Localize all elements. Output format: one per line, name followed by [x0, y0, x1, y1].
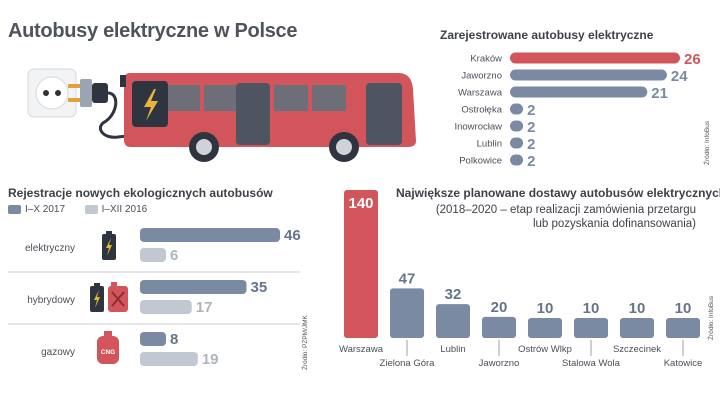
chart3-value-label: 10 [537, 300, 554, 317]
chart3-value-label: 10 [583, 300, 600, 317]
chart1-value-label: 2 [527, 102, 535, 119]
chart3-category-label: Lublin [440, 344, 465, 355]
chart2-bar [140, 228, 280, 242]
bus-icon [120, 73, 416, 162]
chart3-value-label: 10 [675, 300, 692, 317]
chart3-value-label: 32 [445, 286, 462, 303]
battery-cap [94, 283, 100, 286]
chart2-bar [140, 352, 198, 366]
chart3-category-label: Katowice [664, 358, 703, 369]
chart2-value-label: 17 [196, 299, 213, 316]
chart2-category-label: hybrydowy [27, 295, 75, 306]
chart1-source: Źródło: InfoBus [704, 120, 711, 165]
chart1-value-label: 2 [527, 153, 535, 170]
chart2-value-label: 8 [170, 331, 178, 348]
chart3-bar [482, 316, 516, 338]
fuel-canister-spout [111, 282, 117, 287]
chart3-category-label: Zielona Góra [380, 358, 436, 369]
chart3-value-label: 47 [399, 270, 416, 287]
chart2-bar [140, 280, 247, 294]
gas-cylinder-valve [104, 331, 112, 337]
chart3-category-label: Szczecinek [613, 344, 661, 355]
chart1-bar [510, 86, 648, 98]
chart1-bar [510, 103, 524, 115]
chart1-title: Zarejestrowane autobusy elektryczne [440, 28, 654, 42]
chart1-category-label: Polkowice [459, 156, 502, 167]
chart3-value-label: 10 [629, 300, 646, 317]
chart1-bar [510, 137, 524, 149]
chart2-bar [140, 332, 166, 346]
page-title: Autobusy elektryczne w Polsce [8, 20, 298, 42]
chart1-category-label: Jaworzno [461, 71, 502, 82]
chart1-category-label: Warszawa [458, 88, 503, 99]
chart2-value-label: 19 [202, 351, 219, 368]
chart1-value-label: 2 [527, 119, 535, 136]
chart1-bar [510, 69, 667, 81]
chart1-category-label: Inowrocław [454, 122, 502, 133]
chart2-category-label: gazowy [41, 347, 75, 358]
legend-swatch-2017 [8, 204, 21, 214]
chart1-value-label: 26 [684, 51, 701, 68]
chart3-bar [666, 318, 700, 338]
legend-swatch-2016 [84, 204, 98, 214]
chart1-category-label: Ostrołęka [461, 105, 502, 116]
gas-cylinder-icon: CNG [97, 331, 119, 364]
chart2-category-label: elektryczny [25, 243, 75, 254]
chart3-subtitle: (2018–2020 – etap realizacji zamówienia … [396, 203, 696, 231]
chart3-bar [390, 288, 424, 338]
chart2-value-label: 35 [251, 279, 268, 296]
chart1-bar [510, 120, 524, 132]
chart1-registered-buses: Kraków 26 Jaworzno 24 Warszawa 21 Ostrołęka 2 In… [454, 51, 701, 170]
legend-label-2016: I–XII 2016 [101, 204, 148, 215]
chart2-legend: I–X 2017 I–XII 2016 [8, 204, 147, 215]
fuel-canister-mark [111, 291, 125, 307]
chart3-bar [574, 318, 608, 338]
chart3-bar [436, 304, 470, 338]
chart1-bar [510, 52, 680, 64]
chart3-category-label: Ostrów Wlkp [518, 344, 572, 355]
chart1-value-label: 2 [527, 136, 535, 153]
chart3-category-label: Jaworzno [479, 358, 520, 369]
chart3-value-label: 140 [348, 195, 373, 212]
chart2-value-label: 6 [170, 247, 178, 264]
chart3-bar [528, 318, 562, 338]
chart1-value-label: 21 [651, 85, 668, 102]
gas-cylinder-label: CNG [101, 349, 115, 356]
chart3-subtitle-line2: lub pozyskania dofinansowania) [532, 218, 696, 230]
chart2-value-label: 46 [284, 227, 301, 244]
battery-bolt [106, 238, 112, 256]
chart2-bar [140, 300, 192, 314]
chart3-bar [620, 318, 654, 338]
chart2-bar [140, 248, 166, 262]
chart2-title: Rejestracje nowych ekologicznych autobus… [8, 186, 273, 200]
battery-icon [102, 231, 116, 260]
chart3-source: Źródło: InfoBus [708, 295, 715, 340]
chart3-bar [344, 190, 378, 338]
gas-cylinder-body [97, 336, 119, 364]
chart3-planned-deliveries: 140 Warszawa 47 Zielona Góra 32 Lublin 20 Jawor… [339, 190, 703, 369]
chart2-new-eco-buses: elektryczny 46 6 hybrydowy 35 17 gazowy 8 19 CNG [8, 227, 301, 368]
plug-icon [68, 79, 137, 139]
chart1-category-label: Lublin [477, 139, 502, 150]
chart3-category-label: Stalowa Wola [562, 358, 621, 369]
chart3-title: Największe planowane dostawy autobusów e… [396, 186, 720, 200]
bus-illustration [27, 68, 416, 162]
fuel-canister-icon [108, 282, 128, 312]
chart2-source: Źródło: PZPM/JMK [302, 315, 309, 370]
chart3-subtitle-line1: (2018–2020 – etap realizacji zamówienia … [435, 204, 696, 216]
legend-label-2017: I–X 2017 [25, 204, 66, 215]
electric-socket-icon [27, 68, 77, 118]
chart1-category-label: Kraków [470, 54, 502, 65]
chart1-bar [510, 154, 524, 166]
battery-bolt [94, 290, 100, 308]
battery-icon [90, 283, 104, 312]
chart3-category-label: Warszawa [339, 344, 384, 355]
battery-cap [106, 231, 112, 234]
chart3-value-label: 20 [491, 299, 508, 316]
chart1-value-label: 24 [671, 68, 688, 85]
